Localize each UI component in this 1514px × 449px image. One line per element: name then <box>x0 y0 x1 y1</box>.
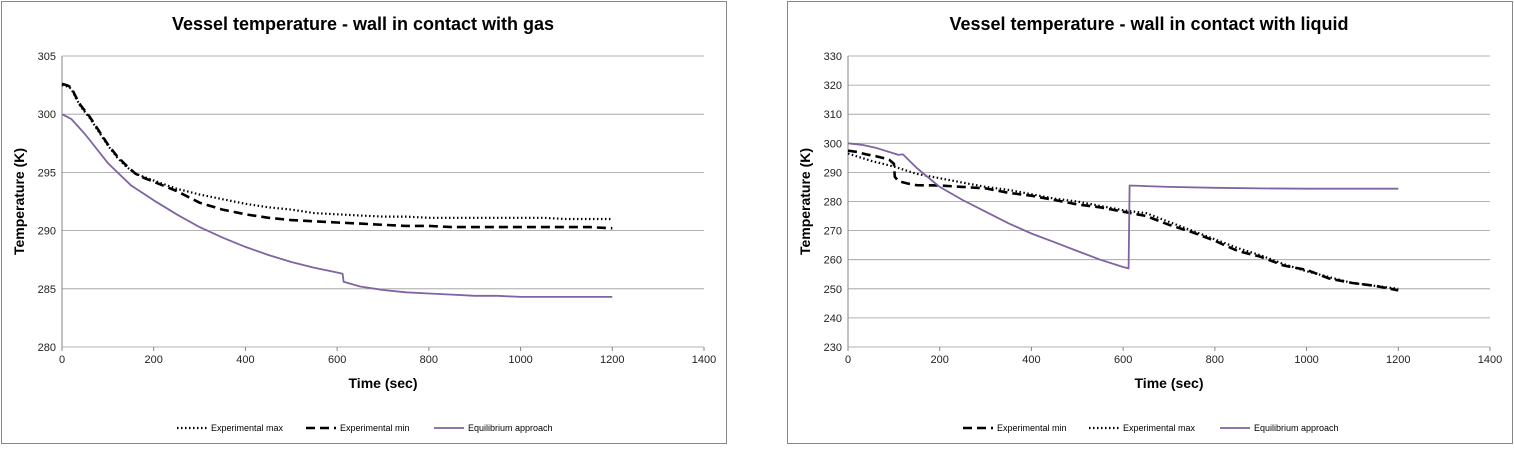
chart-panel-liquid: Vessel temperature - wall in contact wit… <box>787 1 1513 444</box>
series-line-equilibrium-approach <box>847 142 1399 270</box>
legend-label: Experimental max <box>211 423 284 433</box>
y-axis-label: Temperature (K) <box>797 148 813 255</box>
x-tick-label: 600 <box>1114 354 1132 366</box>
x-tick-label: 1400 <box>692 354 716 366</box>
series-line-experimental-min <box>847 149 1399 292</box>
x-tick-label: 600 <box>328 354 346 366</box>
y-tick-label: 285 <box>38 284 56 296</box>
chart-title: Vessel temperature - wall in contact wit… <box>172 14 554 34</box>
x-tick-label: 400 <box>236 354 254 366</box>
series-line-experimental-min <box>61 82 613 230</box>
legend-label: Experimental min <box>997 423 1067 433</box>
y-tick-label: 305 <box>38 51 56 63</box>
y-tick-label: 260 <box>824 255 842 267</box>
series-line-equilibrium-approach <box>61 113 613 298</box>
y-tick-label: 330 <box>824 51 842 63</box>
legend-label: Experimental min <box>340 423 410 433</box>
y-tick-label: 280 <box>824 197 842 209</box>
y-tick-label: 280 <box>38 342 56 354</box>
y-axis-label: Temperature (K) <box>11 148 27 255</box>
x-tick-label: 1000 <box>1294 354 1318 366</box>
y-tick-label: 310 <box>824 109 842 121</box>
y-tick-label: 300 <box>38 109 56 121</box>
x-tick-label: 200 <box>145 354 163 366</box>
chart-panel-gas: Vessel temperature - wall in contact wit… <box>1 1 727 444</box>
chart-title: Vessel temperature - wall in contact wit… <box>949 14 1348 34</box>
x-tick-label: 0 <box>59 354 65 366</box>
x-tick-label: 1400 <box>1478 354 1502 366</box>
y-tick-label: 320 <box>824 80 842 92</box>
x-tick-label: 200 <box>931 354 949 366</box>
y-tick-label: 240 <box>824 313 842 325</box>
x-tick-label: 800 <box>1206 354 1224 366</box>
x-tick-label: 1200 <box>1386 354 1410 366</box>
y-tick-label: 295 <box>38 167 56 179</box>
x-tick-label: 1000 <box>508 354 532 366</box>
series-line-experimental-max <box>847 152 1399 290</box>
chart-gas: Vessel temperature - wall in contact wit… <box>11 14 716 433</box>
y-tick-label: 270 <box>824 226 842 238</box>
x-axis-label: Time (sec) <box>1135 375 1204 391</box>
chart-liquid: Vessel temperature - wall in contact wit… <box>797 14 1502 433</box>
y-tick-label: 290 <box>38 226 56 238</box>
x-tick-label: 1200 <box>600 354 624 366</box>
y-tick-label: 300 <box>824 138 842 150</box>
legend-label: Equilibrium approach <box>468 423 553 433</box>
legend-label: Equilibrium approach <box>1254 423 1339 433</box>
y-tick-label: 250 <box>824 284 842 296</box>
x-tick-label: 400 <box>1022 354 1040 366</box>
y-tick-label: 290 <box>824 167 842 179</box>
legend-label: Experimental max <box>1123 423 1196 433</box>
x-axis-label: Time (sec) <box>349 375 418 391</box>
series-line-experimental-max <box>61 84 613 221</box>
x-tick-label: 0 <box>845 354 851 366</box>
x-tick-label: 800 <box>420 354 438 366</box>
y-tick-label: 230 <box>824 342 842 354</box>
